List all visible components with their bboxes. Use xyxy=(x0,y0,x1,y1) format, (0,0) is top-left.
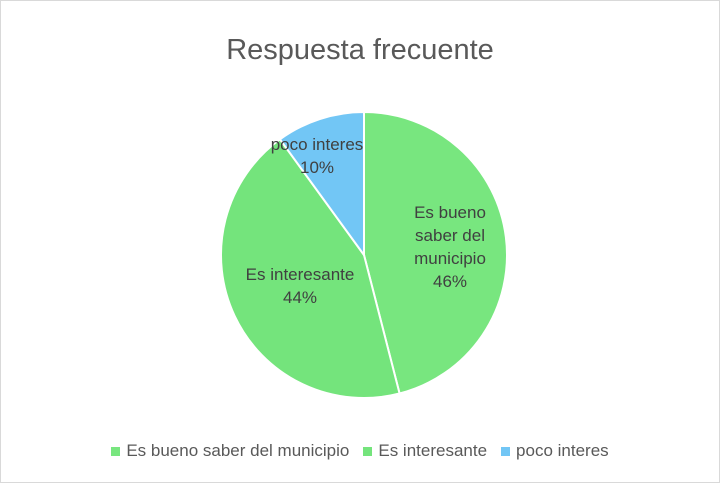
data-label-category: poco interes xyxy=(270,135,364,154)
data-label-category: Es interesante xyxy=(245,265,355,284)
legend-item: Es interesante xyxy=(363,441,487,461)
legend-swatch xyxy=(111,446,121,456)
data-label-value: 44% xyxy=(282,288,318,307)
legend-swatch xyxy=(363,446,373,456)
legend-item: Es bueno saber del municipio xyxy=(111,441,349,461)
data-label: poco interes 10% xyxy=(257,133,377,179)
legend-label: Es interesante xyxy=(378,441,488,460)
legend-item: poco interes xyxy=(501,441,609,461)
data-label-value: 46% xyxy=(432,272,468,291)
pie-slice xyxy=(220,137,401,399)
legend-swatch xyxy=(501,446,511,456)
data-label: Es bueno saber del municipio 46% xyxy=(395,201,505,293)
data-label-category: Es bueno saber del municipio xyxy=(414,203,486,268)
legend-label: Es bueno saber del municipio xyxy=(126,441,350,460)
chart-title: Respuesta frecuente xyxy=(226,34,494,66)
data-label-value: 10% xyxy=(299,158,335,177)
legend: Es bueno saber del municipio Es interesan… xyxy=(1,441,719,461)
legend-label: poco interes xyxy=(516,441,609,460)
pie-slice xyxy=(363,110,508,395)
pie-slice xyxy=(278,110,365,259)
data-label: Es interesante 44% xyxy=(240,263,360,309)
